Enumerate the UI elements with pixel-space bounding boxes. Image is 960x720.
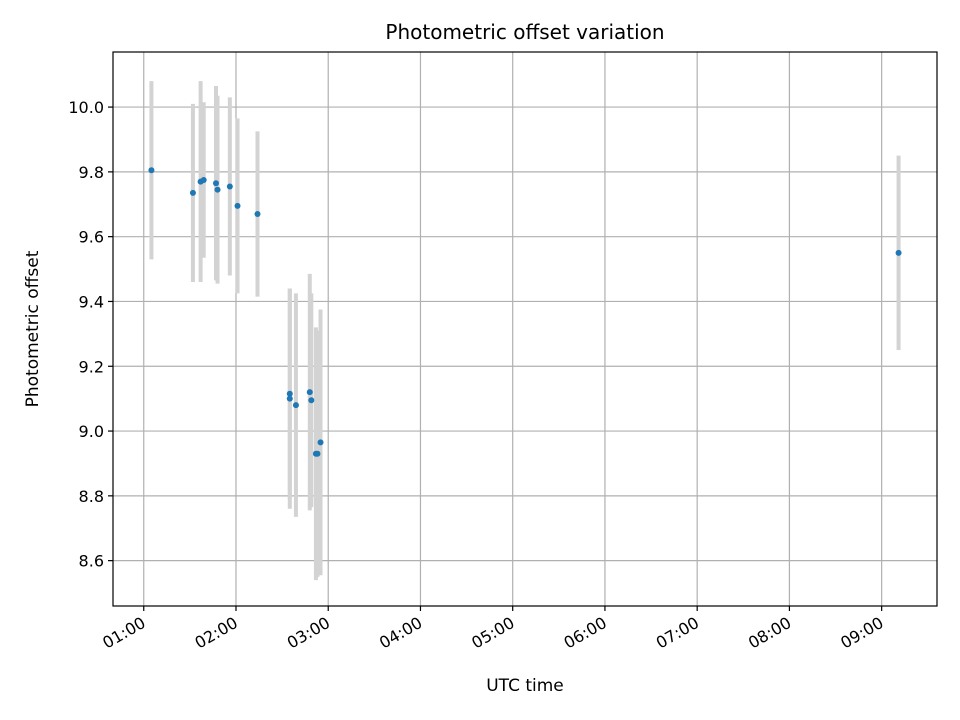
data-point [314, 450, 321, 457]
y-axis-ticks: 8.6 8.8 9.0 9.2 9.4 9.6 9.8 10.0 [68, 98, 113, 571]
data-point [306, 389, 313, 396]
data-point [148, 167, 155, 174]
grid-lines [113, 52, 937, 606]
data-point [317, 439, 324, 446]
data-point [286, 395, 293, 402]
y-tick-label: 9.6 [79, 228, 104, 247]
data-points [148, 167, 902, 457]
data-point [234, 202, 241, 209]
plot-frame [112, 51, 938, 607]
y-tick-label: 8.6 [79, 552, 104, 571]
data-point [200, 176, 207, 183]
chart-title: Photometric offset variation [385, 20, 664, 44]
y-tick-label: 8.8 [79, 487, 104, 506]
data-point [226, 183, 233, 190]
y-tick-label: 9.8 [79, 163, 104, 182]
data-point [189, 189, 196, 196]
data-point [254, 210, 261, 217]
y-tick-label: 9.4 [79, 292, 104, 311]
data-point [286, 390, 293, 397]
y-tick-label: 10.0 [68, 98, 104, 117]
data-point [292, 402, 299, 409]
y-tick-label: 9.2 [79, 357, 104, 376]
y-axis-title: Photometric offset [23, 250, 43, 407]
data-point [214, 186, 221, 193]
data-point [308, 397, 315, 404]
x-axis-title: UTC time [486, 676, 564, 696]
data-point [213, 180, 219, 187]
data-point [895, 249, 902, 256]
y-tick-label: 9.0 [79, 422, 104, 441]
